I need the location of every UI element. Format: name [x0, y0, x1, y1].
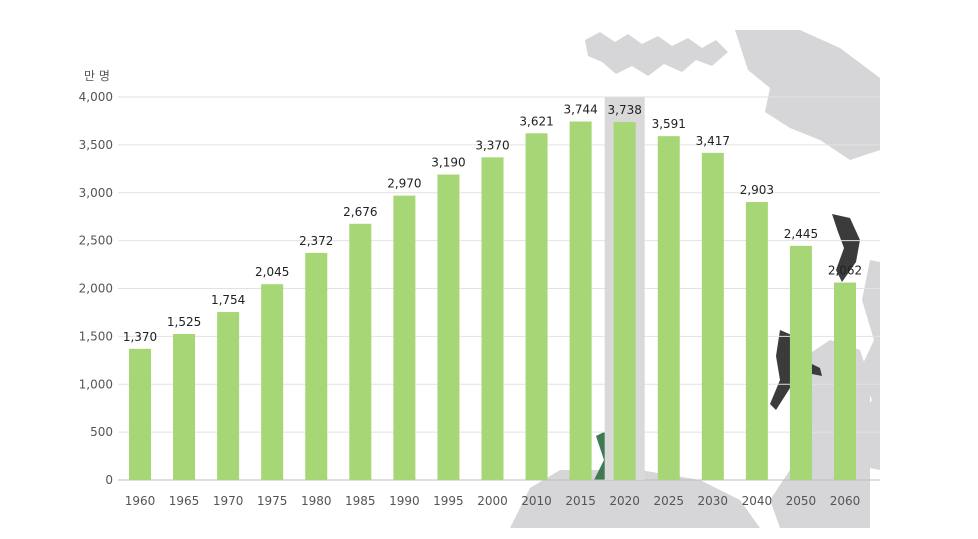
- x-tick-label: 1960: [125, 494, 156, 508]
- y-axis-ticks: 0 500 1,000 1,500 2,000 2,500 3,000 3,500 4,000: [79, 90, 113, 487]
- value-label: 3,591: [652, 117, 686, 131]
- x-tick-label: 2030: [698, 494, 729, 508]
- value-label: 1,370: [123, 330, 157, 344]
- value-label: 2,372: [299, 234, 333, 248]
- x-tick-label: 1980: [301, 494, 332, 508]
- gear-decoration-right-top: [735, 30, 880, 160]
- bar: [349, 223, 372, 480]
- y-tick-label: 2,000: [79, 282, 113, 296]
- value-label: 2,676: [343, 205, 377, 219]
- y-tick-label: 4,000: [79, 90, 113, 104]
- person-figure-upper: [832, 214, 860, 282]
- bar: [569, 121, 592, 481]
- value-label: 2,045: [255, 265, 289, 279]
- y-axis-unit-label: 만 명: [84, 69, 110, 83]
- bar: [789, 245, 812, 480]
- y-tick-label: 0: [105, 473, 113, 487]
- x-tick-label: 2025: [653, 494, 684, 508]
- bar: [481, 157, 504, 480]
- y-tick-label: 2,500: [79, 234, 113, 248]
- x-tick-label: 1995: [433, 494, 464, 508]
- bar: [657, 136, 680, 480]
- bar: [261, 284, 284, 480]
- bar: [525, 133, 548, 480]
- value-label: 3,417: [696, 134, 730, 148]
- value-label: 2,903: [740, 183, 774, 197]
- y-tick-label: 3,000: [79, 186, 113, 200]
- value-label: 2,445: [784, 227, 818, 241]
- x-tick-label: 2020: [609, 494, 640, 508]
- x-tick-label: 2050: [786, 494, 817, 508]
- bar: [834, 282, 856, 480]
- y-tick-label: 1,500: [79, 329, 113, 343]
- value-label: 2,062: [828, 264, 862, 278]
- y-tick-label: 3,500: [79, 138, 113, 152]
- value-label: 3,370: [475, 138, 509, 152]
- bar: [129, 348, 151, 480]
- x-tick-label: 2000: [477, 494, 508, 508]
- value-label: 1,754: [211, 293, 245, 307]
- x-tick-label: 1970: [213, 494, 244, 508]
- x-tick-label: 1965: [169, 494, 200, 508]
- bar: [701, 152, 724, 480]
- bar: [305, 252, 328, 480]
- bar: [613, 122, 636, 481]
- x-tick-label: 1985: [345, 494, 376, 508]
- x-tick-label: 2015: [565, 494, 596, 508]
- y-tick-label: 500: [90, 425, 113, 439]
- y-tick-label: 1,000: [79, 377, 113, 391]
- bar: [173, 333, 196, 480]
- value-label: 3,744: [563, 103, 597, 117]
- x-tick-label: 2010: [521, 494, 552, 508]
- value-label: 2,970: [387, 177, 421, 191]
- x-tick-label: 1990: [389, 494, 420, 508]
- value-label: 1,525: [167, 315, 201, 329]
- x-tick-label: 2060: [830, 494, 861, 508]
- x-axis-ticks: 1960 1965 1970 1975 1980 1985 1990 1995 2000 2010…: [125, 494, 861, 508]
- value-label: 3,190: [431, 156, 465, 170]
- bar: [393, 195, 416, 480]
- x-tick-label: 1975: [257, 494, 288, 508]
- bar: [437, 174, 460, 480]
- bar: [745, 202, 768, 480]
- value-label: 3,621: [519, 114, 553, 128]
- gear-decoration-bottom: [510, 440, 760, 528]
- value-label: 3,738: [608, 103, 642, 117]
- bars: [129, 121, 856, 481]
- gear-decoration-top: [585, 32, 728, 76]
- bar: [217, 312, 240, 480]
- x-tick-label: 2040: [742, 494, 773, 508]
- value-labels: 1,370 1,525 1,754 2,045 2,372 2,676 2,970 3,190…: [123, 103, 862, 344]
